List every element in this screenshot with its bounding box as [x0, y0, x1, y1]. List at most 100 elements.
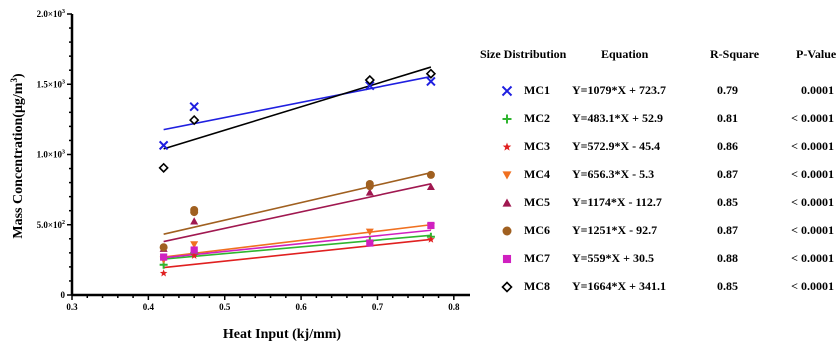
legend-marker-mc4 [502, 171, 512, 180]
equation-cell: Y=483.1*X + 52.9 [572, 111, 664, 125]
fit-line-mc2 [163, 234, 431, 260]
point-mc8 [189, 114, 200, 126]
point-mc6 [190, 205, 199, 214]
point-mc4 [190, 241, 199, 249]
equation-cell: Y=572.9*X - 45.4 [572, 139, 661, 153]
point-mc7 [366, 239, 374, 247]
p-value-cell: 0.0001 [801, 83, 834, 97]
x-tick-label: 0.6 [295, 302, 307, 312]
y-axis-label-sup: 3 [9, 78, 19, 83]
equation-cell: Y=1251*X - 92.7 [572, 223, 658, 237]
equation-cell: Y=656.3*X - 5.3 [572, 167, 655, 181]
y-axis-label-close: ) [11, 73, 26, 78]
p-value-cell: < 0.0001 [791, 167, 834, 181]
x-tick-label: 0.5 [219, 302, 231, 312]
point-mc6 [159, 243, 168, 252]
fit-line-mc3 [163, 238, 431, 269]
point-mc3 [159, 269, 168, 277]
axes: 0.3 0.4 0.5 0.6 0.7 0.8 0 5.0×102 1.0×103 1.5×103… [37, 9, 470, 312]
series-name: MC3 [524, 139, 550, 153]
regression-table: Size Distribution Equation R-Square P-Va… [470, 0, 838, 344]
legend-marker-icon [502, 226, 512, 236]
legend-marker-icon [502, 254, 512, 264]
fit-lines [163, 66, 432, 269]
x-tick-label: 0.3 [66, 302, 78, 312]
table-row: MC1 Y=1079*X + 723.7 0.79 0.0001 [470, 83, 838, 101]
r-square-cell: 0.86 [717, 139, 738, 153]
point-mc6 [426, 170, 435, 179]
point-mc1 [426, 76, 436, 87]
data-points [158, 68, 437, 277]
point-mc5 [365, 188, 374, 196]
point-mc6 [365, 180, 374, 189]
y-tick-label: 1.5×103 [37, 79, 65, 89]
y-tick-label: 5.0×102 [37, 220, 65, 230]
table-row: MC6 Y=1251*X - 92.7 0.87 < 0.0001 [470, 223, 838, 241]
p-value-cell: < 0.0001 [791, 139, 834, 153]
r-square-cell: 0.87 [717, 223, 738, 237]
legend-marker-icon [502, 142, 512, 151]
fit-line-mc4 [163, 223, 432, 258]
table-row: MC5 Y=1174*X - 112.7 0.85 < 0.0001 [470, 195, 838, 213]
legend-marker-icon [501, 85, 513, 97]
point-mc3 [190, 251, 198, 259]
fit-line-mc8 [163, 66, 432, 150]
series-name: MC7 [524, 251, 550, 265]
series-name: MC1 [524, 83, 550, 97]
series-name: MC2 [524, 111, 550, 125]
point-mc5 [190, 217, 199, 225]
series-name: MC5 [524, 195, 550, 209]
r-square-cell: 0.79 [717, 83, 738, 97]
equation-cell: Y=1174*X - 112.7 [572, 195, 662, 209]
scatter-chart: 0.3 0.4 0.5 0.6 0.7 0.8 0 5.0×102 1.0×103 1.5×103… [9, 9, 470, 342]
fit-line-mc6 [163, 171, 432, 235]
legend-marker-icon [502, 171, 512, 180]
p-value-cell: < 0.0001 [791, 111, 834, 125]
point-mc5 [426, 182, 435, 191]
point-mc1 [365, 80, 375, 91]
x-tick-label: 0.7 [372, 302, 384, 312]
series-name: MC4 [524, 167, 550, 181]
p-value-cell: < 0.0001 [791, 251, 834, 265]
point-mc1 [189, 102, 199, 112]
header-size-distribution: Size Distribution [480, 47, 567, 61]
table-row: MC7 Y=559*X + 30.5 0.88 < 0.0001 [470, 251, 838, 269]
point-mc4 [365, 228, 374, 236]
fit-line-mc5 [163, 183, 432, 243]
table-row: MC4 Y=656.3*X - 5.3 0.87 < 0.0001 [470, 167, 838, 185]
p-value-cell: < 0.0001 [791, 223, 834, 237]
x-tick-label: 0.8 [448, 302, 460, 312]
r-square-cell: 0.85 [717, 195, 738, 209]
legend-marker-mc6 [502, 226, 512, 236]
table-row: MC8 Y=1664*X + 341.1 0.85 < 0.0001 [470, 279, 838, 297]
r-square-cell: 0.81 [717, 111, 738, 125]
point-mc7 [427, 221, 435, 230]
r-square-cell: 0.85 [717, 279, 738, 293]
y-tick-label: 1.0×103 [37, 150, 65, 160]
legend-marker-mc8 [501, 281, 513, 293]
table-row: MC2 Y=483.1*X + 52.9 0.81 < 0.0001 [470, 111, 838, 129]
header-r-square: R-Square [710, 47, 760, 61]
r-square-cell: 0.88 [717, 251, 738, 265]
fit-line-mc1 [163, 75, 432, 131]
y-tick-label: 2.0×103 [37, 9, 65, 19]
legend-marker-icon [501, 281, 513, 293]
point-mc7 [190, 246, 198, 254]
y-axis-label-main: Mass Concentration(μg/m [11, 82, 26, 238]
series-name: MC6 [524, 223, 550, 237]
legend-marker-icon [502, 198, 512, 207]
p-value-cell: < 0.0001 [791, 279, 834, 293]
y-tick-label: 0 [61, 290, 66, 300]
y-axis-label: Mass Concentration(μg/m3) [9, 73, 26, 239]
legend-marker-mc1 [501, 85, 513, 97]
point-mc8 [425, 68, 437, 79]
header-p-value: P-Value [796, 47, 837, 61]
p-value-cell: < 0.0001 [791, 195, 834, 209]
legend-marker-mc3 [502, 142, 512, 151]
point-mc8 [158, 162, 169, 173]
legend-marker-mc2 [502, 114, 512, 124]
series-name: MC8 [524, 279, 550, 293]
x-tick-label: 0.4 [143, 302, 155, 312]
r-square-cell: 0.87 [717, 167, 738, 181]
equation-cell: Y=1664*X + 341.1 [572, 279, 667, 293]
